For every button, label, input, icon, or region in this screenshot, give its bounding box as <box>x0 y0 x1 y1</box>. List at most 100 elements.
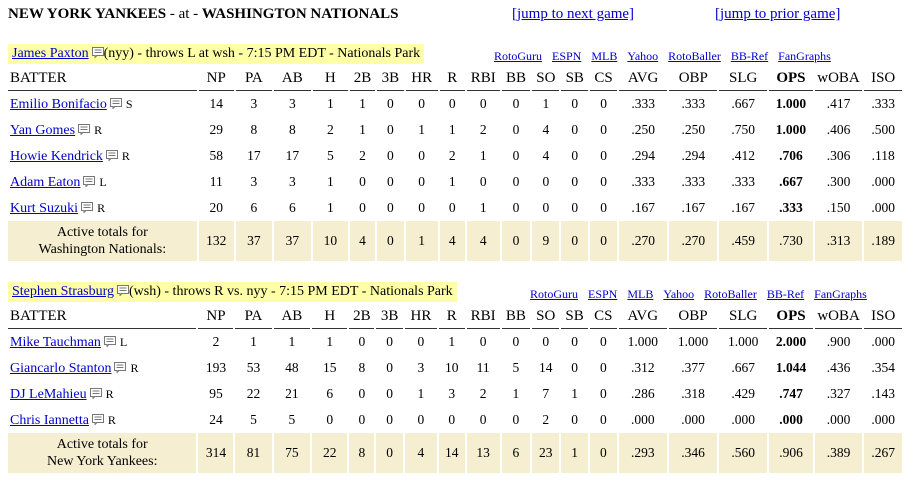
stat-cell: 1 <box>417 386 425 401</box>
column-header: wOBA <box>814 66 863 91</box>
column-header: 2B <box>349 66 376 91</box>
stat-cell: .118 <box>871 148 895 163</box>
column-header: RBI <box>466 66 500 91</box>
total-cell: 132 <box>198 221 234 261</box>
jump-next-game-link[interactable]: [jump to next game] <box>512 6 635 22</box>
link-bbref[interactable]: BB-Ref <box>730 49 769 63</box>
stat-cell: .000 <box>681 412 705 427</box>
notes-icon[interactable] <box>114 361 127 374</box>
link-rotoballer[interactable]: RotoBaller <box>668 49 721 63</box>
stat-cell: 1.000 <box>775 96 807 111</box>
notes-icon[interactable] <box>109 97 122 110</box>
stat-cell: 2.000 <box>775 334 807 349</box>
table-row: Adam Eaton L 11 3 3 1 0 0 0 1 0 0 0 0 0 .333 .333 .333 .66… <box>8 169 902 195</box>
table-row: Chris Iannetta R 24 5 5 0 0 0 0 0 0 0 2 0 0 .000 .000 .00… <box>8 407 902 433</box>
total-cell: 0 <box>376 433 403 473</box>
total-cell: 81 <box>235 433 272 473</box>
total-cell: 22 <box>312 433 348 473</box>
stat-cell: 20 <box>209 200 223 215</box>
stat-cell: 0 <box>417 412 425 427</box>
total-cell: 0 <box>589 433 617 473</box>
link-yahoo[interactable]: Yahoo <box>627 49 659 63</box>
column-header: ISO <box>864 66 902 91</box>
stat-cell: 0 <box>542 200 550 215</box>
stat-cell: .429 <box>731 386 755 401</box>
notes-icon[interactable] <box>81 201 94 214</box>
pitcher-name-link[interactable]: Stephen Strasburg <box>12 284 115 299</box>
link-bbref[interactable]: BB-Ref <box>766 287 805 301</box>
stat-cell: 24 <box>209 412 223 427</box>
stat-cell: .000 <box>871 412 896 427</box>
notes-icon[interactable] <box>105 149 118 162</box>
stat-cell: 58 <box>209 148 223 163</box>
link-fangraphs[interactable]: FanGraphs <box>778 49 831 63</box>
stat-cell: 0 <box>571 174 579 189</box>
stat-cell: 0 <box>386 200 394 215</box>
stat-cell: .000 <box>779 412 803 427</box>
column-header: SB <box>561 304 588 329</box>
link-yahoo[interactable]: Yahoo <box>663 287 695 301</box>
batter-name-link[interactable]: Chris Iannetta <box>10 412 89 428</box>
pitcher-info: (wsh) - throws R vs. nyy - 7:15 PM EDT -… <box>129 284 453 299</box>
batter-cell: Yan Gomes R <box>8 117 197 143</box>
column-header: AB <box>273 66 311 91</box>
stat-cell: 0 <box>512 334 520 349</box>
stat-cell: 2 <box>448 148 456 163</box>
link-espn[interactable]: ESPN <box>552 49 582 63</box>
column-header: R <box>439 66 465 91</box>
stat-cell: 4 <box>542 148 550 163</box>
link-rotoguru[interactable]: RotoGuru <box>530 287 578 301</box>
notes-icon[interactable] <box>78 123 91 136</box>
stat-cell: .306 <box>826 148 851 163</box>
total-cell: 75 <box>273 433 311 473</box>
stat-cell: 3 <box>288 174 296 189</box>
batter-cell: Kurt Suzuki R <box>8 195 197 221</box>
stat-cell: .436 <box>826 360 851 375</box>
link-espn[interactable]: ESPN <box>588 287 618 301</box>
notes-icon[interactable] <box>83 175 96 188</box>
batter-name-link[interactable]: Howie Kendrick <box>10 148 103 164</box>
link-rotoguru[interactable]: RotoGuru <box>494 49 542 63</box>
batter-name-link[interactable]: DJ LeMahieu <box>10 386 87 402</box>
batter-hand: R <box>97 200 106 215</box>
column-header: RBI <box>466 304 500 329</box>
stat-cell: .250 <box>681 122 706 137</box>
batter-name-link[interactable]: Emilio Bonifacio <box>10 96 107 112</box>
jump-prior-game-link[interactable]: [jump to prior game] <box>715 6 841 22</box>
stat-cell: 1 <box>542 96 550 111</box>
link-mlb[interactable]: MLB <box>591 49 618 63</box>
pitcher-name-link[interactable]: James Paxton <box>12 46 89 61</box>
batter-name-link[interactable]: Yan Gomes <box>10 122 76 138</box>
stat-cell: 22 <box>246 386 261 401</box>
table-row: Yan Gomes R 29 8 8 2 1 0 1 1 2 0 4 0 0 .250 .250 .750 1.00… <box>8 117 902 143</box>
notes-icon[interactable] <box>103 335 116 348</box>
stat-cell: .312 <box>631 360 655 375</box>
stat-cell: 53 <box>246 360 261 375</box>
vs-separator: - at - <box>169 6 199 22</box>
stat-cell: .667 <box>731 96 756 111</box>
stat-cell: 0 <box>571 122 579 137</box>
notes-icon[interactable] <box>117 283 130 297</box>
stat-cell: 0 <box>599 334 607 349</box>
notes-icon[interactable] <box>89 387 102 400</box>
total-cell: .313 <box>814 221 863 261</box>
batter-name-link[interactable]: Kurt Suzuki <box>10 200 79 216</box>
batter-name-link[interactable]: Giancarlo Stanton <box>10 360 112 376</box>
notes-icon[interactable] <box>91 413 104 426</box>
stat-cell: 8 <box>288 122 296 137</box>
link-fangraphs[interactable]: FanGraphs <box>814 287 867 301</box>
stat-cell: 11 <box>476 360 490 375</box>
link-mlb[interactable]: MLB <box>627 287 654 301</box>
stat-cell: 2 <box>326 122 334 137</box>
stat-cell: 0 <box>479 96 487 111</box>
link-rotoballer[interactable]: RotoBaller <box>704 287 757 301</box>
total-cell: 0 <box>501 221 531 261</box>
stat-cell: 5 <box>512 360 520 375</box>
batter-name-link[interactable]: Adam Eaton <box>10 174 81 190</box>
stat-cell: 1.000 <box>627 334 658 349</box>
batter-name-link[interactable]: Mike Tauchman <box>10 334 101 350</box>
column-header: HR <box>404 304 437 329</box>
notes-icon[interactable] <box>91 45 104 59</box>
batter-hand: R <box>130 360 139 375</box>
stat-cell: 0 <box>512 200 520 215</box>
